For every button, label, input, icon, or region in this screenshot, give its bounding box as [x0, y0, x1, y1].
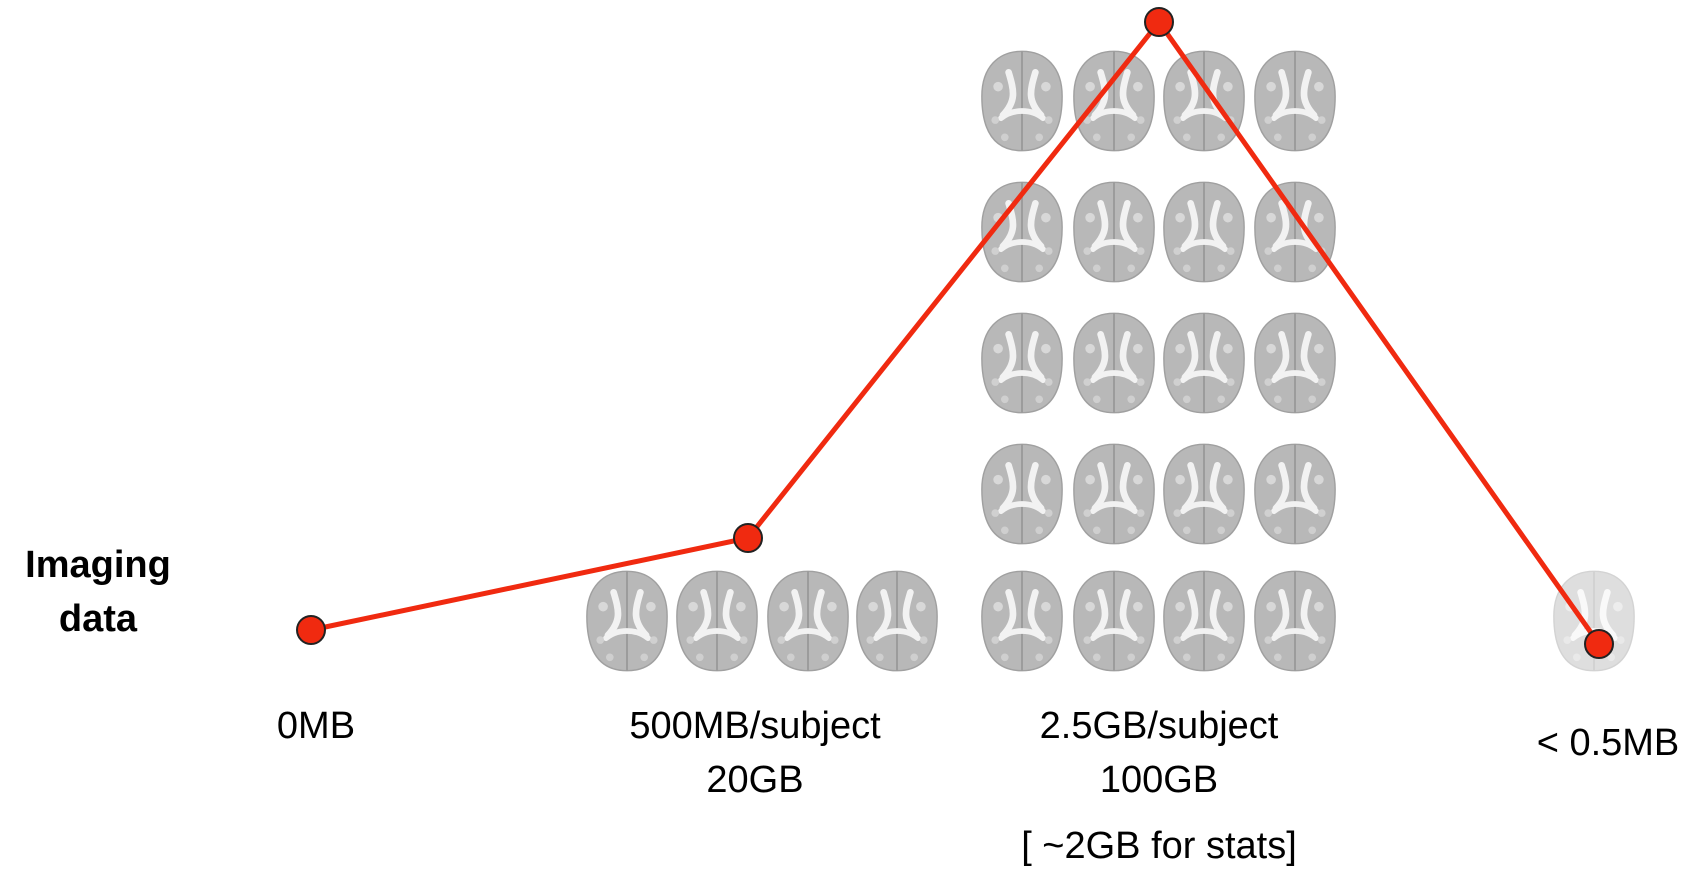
brain-image — [1074, 313, 1154, 412]
brain-image — [1255, 182, 1335, 281]
brain-image — [1074, 51, 1154, 150]
brain-image — [1074, 182, 1154, 281]
points — [296, 7, 1614, 659]
brain-image — [1164, 182, 1244, 281]
point — [296, 615, 326, 645]
brain-image — [1255, 444, 1335, 543]
brain-image — [677, 571, 757, 670]
brain-image — [857, 571, 937, 670]
stage-label: 100GB — [1100, 759, 1218, 801]
point — [733, 523, 763, 553]
brain-image — [982, 444, 1062, 543]
brain-image — [587, 571, 667, 670]
brain-image — [1074, 571, 1154, 670]
brain-image — [1255, 571, 1335, 670]
trend-line — [310, 17, 1602, 646]
point — [1144, 7, 1174, 37]
brain-image — [1255, 51, 1335, 150]
brain-image — [1164, 444, 1244, 543]
stage-label: 20GB — [706, 759, 803, 801]
row-label: data — [59, 598, 138, 640]
stage-label: [ ~2GB for stats] — [1021, 825, 1297, 867]
brain-image — [982, 51, 1062, 150]
brain-image — [982, 571, 1062, 670]
brain-image — [1255, 313, 1335, 412]
stage-label: 500MB/subject — [629, 705, 881, 747]
stage-label: < 0.5MB — [1537, 722, 1680, 764]
brain-image — [982, 313, 1062, 412]
brain-image — [1164, 571, 1244, 670]
row-label: Imaging — [25, 544, 171, 586]
point — [1584, 629, 1614, 659]
stage-label: 2.5GB/subject — [1040, 705, 1279, 747]
brain-image — [768, 571, 848, 670]
brain-image — [1164, 313, 1244, 412]
brain-images — [587, 51, 1634, 670]
stage-label: 0MB — [277, 705, 355, 747]
brain-image — [1074, 444, 1154, 543]
brain-image — [1164, 51, 1244, 150]
